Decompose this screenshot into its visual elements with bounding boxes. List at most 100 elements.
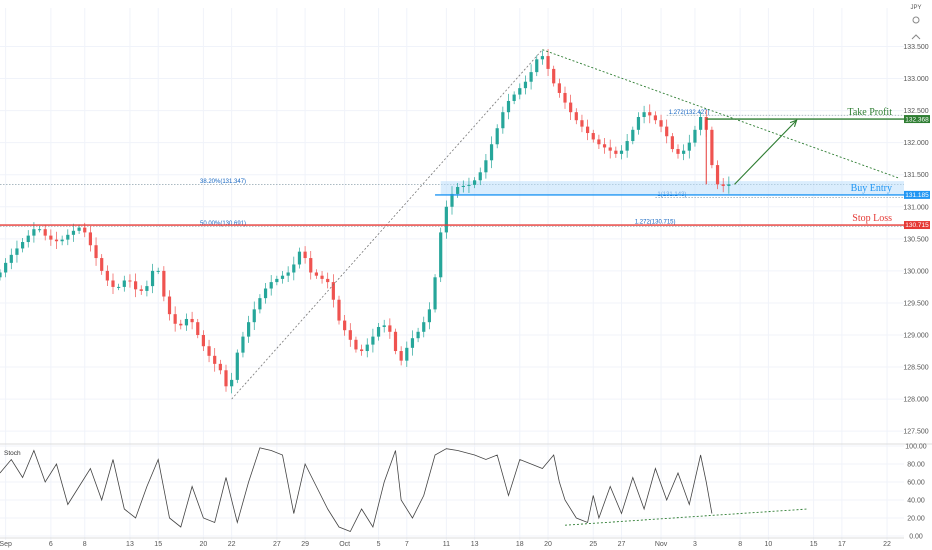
time-tick-label: 15 xyxy=(154,541,162,548)
candle-body xyxy=(506,100,511,113)
time-tick-label: Oct xyxy=(339,541,350,548)
candle-body xyxy=(320,275,324,279)
candle-body xyxy=(614,150,618,154)
time-tick-label: Nov xyxy=(655,541,668,548)
candle-body xyxy=(484,160,488,173)
candle-body xyxy=(586,126,590,134)
candle-body xyxy=(173,314,177,324)
candle-body xyxy=(602,144,607,148)
candle-body xyxy=(489,144,494,161)
candle-body xyxy=(139,289,143,291)
candle-body xyxy=(348,330,352,340)
candle-body xyxy=(473,180,477,185)
candle-body xyxy=(37,229,42,231)
price-tick-label: 130.500 xyxy=(903,236,928,243)
candle-body xyxy=(693,129,697,143)
scroll-up-icon[interactable] xyxy=(911,34,921,40)
candle-body xyxy=(501,112,505,129)
candle-body xyxy=(382,325,386,327)
candle-body xyxy=(665,126,669,137)
candle-body xyxy=(213,355,217,364)
candle-body xyxy=(410,338,415,348)
candle-body xyxy=(190,318,194,323)
candle-body xyxy=(461,185,465,187)
time-tick-label: 13 xyxy=(471,541,479,548)
candle-body xyxy=(405,347,409,361)
stoch-tick-label: 60.00 xyxy=(907,480,925,487)
time-tick-label: 11 xyxy=(443,541,450,548)
time-tick-label: 22 xyxy=(883,541,891,548)
candle-body xyxy=(608,147,612,151)
candle-body xyxy=(343,320,347,331)
candle-body xyxy=(687,142,691,151)
candle-body xyxy=(388,325,392,332)
price-candles xyxy=(0,49,731,394)
descending-trendline xyxy=(542,49,899,179)
candle-body xyxy=(26,235,30,243)
candle-body xyxy=(557,83,561,93)
candle-body xyxy=(529,72,533,82)
time-tick-label: 5 xyxy=(377,541,381,548)
candle-body xyxy=(591,133,595,140)
candle-body xyxy=(241,336,245,353)
time-tick-label: 3 xyxy=(693,541,697,548)
price-tick-label: 133.500 xyxy=(903,44,928,51)
time-tick-label: 13 xyxy=(126,541,134,548)
candle-body xyxy=(196,322,200,335)
time-tick-label: 6 xyxy=(49,541,53,548)
candle-body xyxy=(314,272,318,276)
candle-body xyxy=(540,56,544,60)
candle-body xyxy=(433,277,437,310)
candle-body xyxy=(636,117,641,130)
price-tick-label: 131.500 xyxy=(903,172,928,179)
price-tick-label: 132.000 xyxy=(903,140,928,147)
time-tick-label: 8 xyxy=(83,541,87,548)
time-tick-label: 8 xyxy=(738,541,742,548)
price-tick-label: 128.000 xyxy=(903,397,928,404)
time-tick-label: 20 xyxy=(200,541,208,548)
candle-body xyxy=(224,370,228,387)
candle-body xyxy=(648,112,652,116)
candle-body xyxy=(60,239,64,242)
candle-body xyxy=(619,150,624,154)
price-tag-label: 131.185 xyxy=(905,192,929,199)
time-tick-label: 15 xyxy=(810,541,818,548)
candle-body xyxy=(727,184,731,186)
stoch-trendline xyxy=(564,508,808,526)
candle-body xyxy=(670,136,674,150)
price-tick-label: 130.000 xyxy=(903,268,928,275)
candle-body xyxy=(111,280,115,287)
candle-body xyxy=(150,270,155,287)
price-tick-label: 128.500 xyxy=(903,365,928,372)
time-axis[interactable]: Sep 6 8 13 15 20 22 27 29 Oct 5 7 11 13 18 20 25 27 Nov 3 8 1… xyxy=(0,537,904,548)
candle-body xyxy=(439,232,443,278)
candle-body xyxy=(512,94,516,101)
candle-body xyxy=(563,92,567,103)
time-tick-label: 17 xyxy=(838,541,846,548)
candle-body xyxy=(32,229,36,236)
candle-body xyxy=(309,258,313,273)
stoch-axis[interactable]: 100.00 80.00 60.00 40.00 20.00 0.00 xyxy=(905,444,927,541)
price-tick-label: 129.000 xyxy=(903,333,928,340)
time-tick-label: 22 xyxy=(228,541,236,548)
time-tick-label: 27 xyxy=(273,541,281,548)
candle-body xyxy=(134,281,138,290)
candle-body xyxy=(21,242,25,249)
candle-body xyxy=(117,286,121,288)
candle-body xyxy=(365,344,369,352)
price-axis[interactable]: 133.500 133.000 132.500 132.000 131.500 131.0… xyxy=(903,44,928,436)
candle-body xyxy=(83,227,87,233)
candle-body xyxy=(156,270,160,272)
candle-body xyxy=(167,296,172,315)
candle-body xyxy=(66,234,70,240)
stoch-title: Stoch xyxy=(4,450,21,457)
candle-body xyxy=(263,288,268,299)
candle-body xyxy=(184,318,189,326)
candle-body xyxy=(145,286,149,291)
candle-body xyxy=(371,336,375,345)
trade-level-label: Take Profit xyxy=(847,107,892,118)
candle-body xyxy=(49,235,53,240)
settings-gear-icon[interactable] xyxy=(912,16,920,24)
fib-label: 38.20%(131.347) xyxy=(200,179,246,185)
